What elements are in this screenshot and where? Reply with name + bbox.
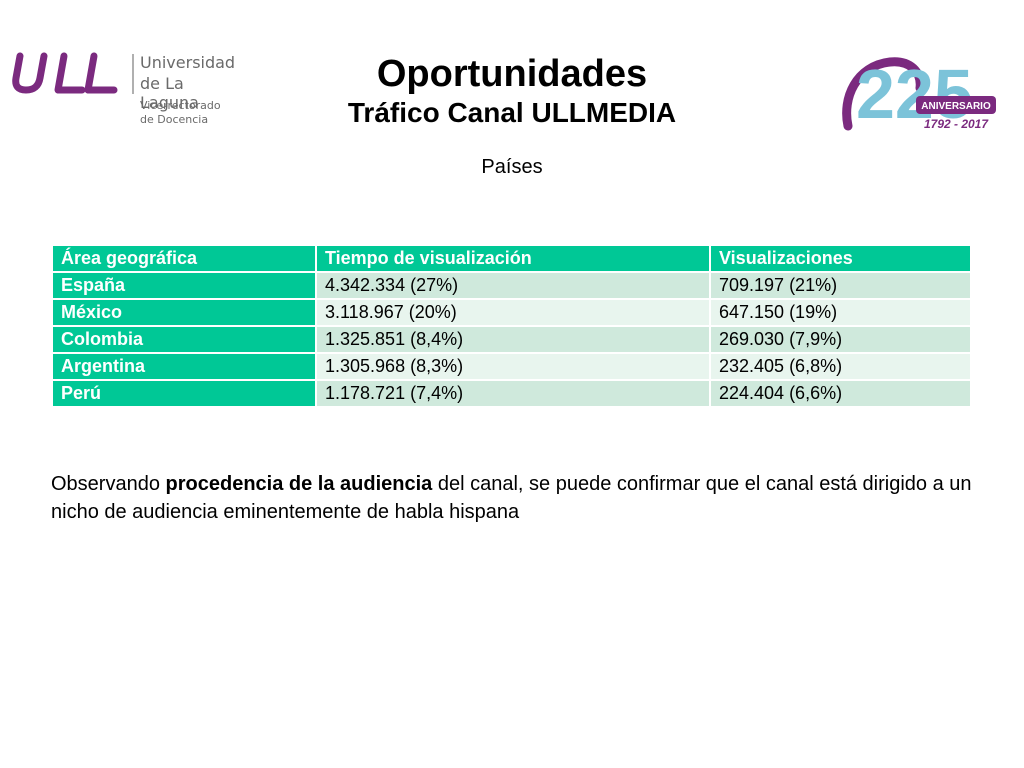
university-name-line2: de La Laguna <box>140 74 199 112</box>
countries-table: Área geográfica Tiempo de visualización … <box>51 244 972 408</box>
column-header-watch-time: Tiempo de visualización <box>315 244 711 273</box>
observation-prefix: Observando <box>51 473 166 495</box>
university-name-line1: Universidad <box>140 53 236 72</box>
watch-time-cell: 4.342.334 (27%) <box>315 271 711 300</box>
watch-time-cell: 1.178.721 (7,4%) <box>315 379 711 408</box>
observation-highlight: procedencia de la audiencia <box>165 473 433 495</box>
views-cell: 232.405 (6,8%) <box>709 352 972 381</box>
department-line2: de Docencia <box>140 113 209 126</box>
table-row: España 4.342.334 (27%) 709.197 (21%) <box>51 271 972 300</box>
anniversary-number: 225 <box>856 55 973 133</box>
logo-divider <box>132 54 134 94</box>
section-label: Países <box>481 156 543 178</box>
table-row: Colombia 1.325.851 (8,4%) 269.030 (7,9%) <box>51 325 972 354</box>
table-row: Argentina 1.305.968 (8,3%) 232.405 (6,8%… <box>51 352 972 381</box>
watch-time-cell: 1.305.968 (8,3%) <box>315 352 711 381</box>
table-header-row: Área geográfica Tiempo de visualización … <box>51 244 972 273</box>
table-row: Perú 1.178.721 (7,4%) 224.404 (6,6%) <box>51 379 972 408</box>
watch-time-cell: 1.325.851 (8,4%) <box>315 325 711 354</box>
country-cell: México <box>51 298 317 327</box>
anniversary-years: 1792 - 2017 <box>924 117 989 131</box>
observation-suffix: del canal, se puede confirmar que el can… <box>51 473 972 523</box>
anniversary-label: ANIVERSARIO <box>921 101 991 112</box>
country-cell: Perú <box>51 379 317 408</box>
ull-logo: Universidad de La Laguna Vicerrectorado … <box>12 48 242 128</box>
ull-logo-mark-icon <box>12 52 118 94</box>
column-header-views: Visualizaciones <box>709 244 972 273</box>
page-title: Oportunidades <box>376 53 648 95</box>
watch-time-cell: 3.118.967 (20%) <box>315 298 711 327</box>
views-cell: 709.197 (21%) <box>709 271 972 300</box>
column-header-area: Área geográfica <box>51 244 317 273</box>
table-row: México 3.118.967 (20%) 647.150 (19%) <box>51 298 972 327</box>
country-cell: España <box>51 271 317 300</box>
page-subtitle: Tráfico Canal ULLMEDIA <box>347 97 677 128</box>
views-cell: 269.030 (7,9%) <box>709 325 972 354</box>
views-cell: 647.150 (19%) <box>709 298 972 327</box>
country-cell: Colombia <box>51 325 317 354</box>
observation-paragraph: Observando procedencia de la audiencia d… <box>51 470 1001 526</box>
country-cell: Argentina <box>51 352 317 381</box>
department-line1: Vicerrectorado <box>140 99 221 112</box>
anniversary-225-logo-icon: 225 ANIVERSARIO 1792 - 2017 <box>842 55 996 133</box>
views-cell: 224.404 (6,6%) <box>709 379 972 408</box>
